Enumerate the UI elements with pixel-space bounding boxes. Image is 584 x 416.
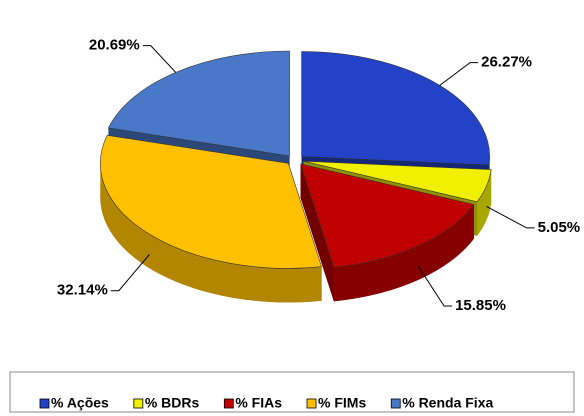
legend-label: % BDRs — [145, 395, 200, 411]
slice-wall — [300, 163, 334, 302]
legend: % Ações % BDRs % FIAs % FIMs % Renda Fixa — [39, 395, 493, 411]
leader-line — [110, 254, 150, 292]
data-label: 32.14% — [57, 282, 108, 299]
slice-side-shade — [333, 204, 475, 302]
slice-side — [333, 204, 475, 302]
legend-label: % Ações — [51, 395, 109, 411]
data-label: 5.05% — [538, 219, 581, 236]
slice — [100, 134, 322, 269]
slice — [300, 163, 475, 268]
data-label: 26.27% — [481, 54, 532, 71]
leader-line — [417, 265, 453, 307]
legend-label: % FIMs — [318, 395, 366, 411]
slice-side-shade — [100, 163, 322, 303]
leader-line — [486, 205, 535, 229]
slice — [107, 50, 290, 157]
legend-swatch — [39, 398, 50, 409]
data-label: 15.85% — [455, 297, 506, 314]
data-label: 20.69% — [89, 37, 140, 54]
leader-line — [439, 62, 479, 86]
leader-line — [142, 45, 177, 73]
slice-side — [100, 163, 322, 303]
legend-swatch — [306, 398, 317, 409]
legend-swatch — [223, 398, 234, 409]
legend-box — [9, 371, 575, 413]
slice — [303, 160, 492, 203]
legend-swatch — [133, 398, 144, 409]
slice-side — [477, 169, 492, 236]
legend-label: % FIAs — [235, 395, 282, 411]
legend-swatch — [390, 398, 401, 409]
slice-side-shade — [477, 169, 492, 236]
slice-wall-shade — [300, 163, 334, 302]
legend-label: % Renda Fixa — [402, 395, 493, 411]
